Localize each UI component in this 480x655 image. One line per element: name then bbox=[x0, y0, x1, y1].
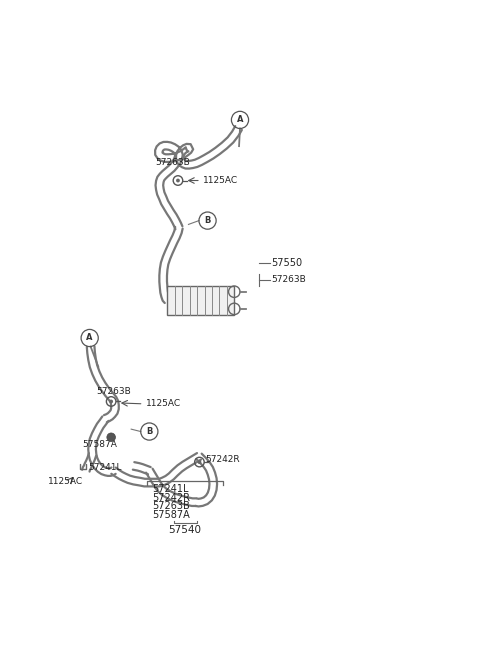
Text: 57587A: 57587A bbox=[152, 510, 190, 520]
Circle shape bbox=[198, 460, 201, 464]
Text: 1125AC: 1125AC bbox=[145, 400, 180, 408]
Text: 57242R: 57242R bbox=[152, 493, 190, 503]
Circle shape bbox=[107, 433, 116, 441]
Text: 57241L: 57241L bbox=[152, 484, 188, 495]
Bar bbox=[168, 286, 234, 315]
Text: 57550: 57550 bbox=[271, 258, 302, 268]
Circle shape bbox=[109, 400, 113, 403]
Text: A: A bbox=[237, 115, 243, 124]
Text: 57587A: 57587A bbox=[83, 440, 118, 449]
Text: B: B bbox=[146, 427, 153, 436]
Text: 1125AC: 1125AC bbox=[48, 477, 84, 485]
Text: 1125AC: 1125AC bbox=[203, 176, 238, 185]
Text: 57242R: 57242R bbox=[205, 455, 240, 464]
Text: 57540: 57540 bbox=[168, 525, 202, 534]
Text: B: B bbox=[204, 216, 211, 225]
Text: 57263B: 57263B bbox=[96, 387, 131, 396]
Text: 57263B: 57263B bbox=[152, 502, 190, 512]
Text: 57241L: 57241L bbox=[89, 463, 122, 472]
Text: A: A bbox=[86, 333, 93, 343]
Text: 57263B: 57263B bbox=[271, 275, 306, 284]
Circle shape bbox=[176, 179, 180, 183]
Text: 57263B: 57263B bbox=[156, 158, 190, 167]
